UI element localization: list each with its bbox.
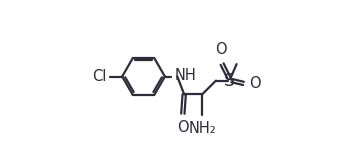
Text: Cl: Cl (92, 69, 106, 84)
Text: O: O (177, 120, 189, 135)
Text: O: O (215, 42, 226, 57)
Text: NH: NH (174, 68, 196, 83)
Text: NH₂: NH₂ (189, 121, 217, 136)
Text: S: S (224, 72, 235, 90)
Text: O: O (249, 76, 261, 91)
